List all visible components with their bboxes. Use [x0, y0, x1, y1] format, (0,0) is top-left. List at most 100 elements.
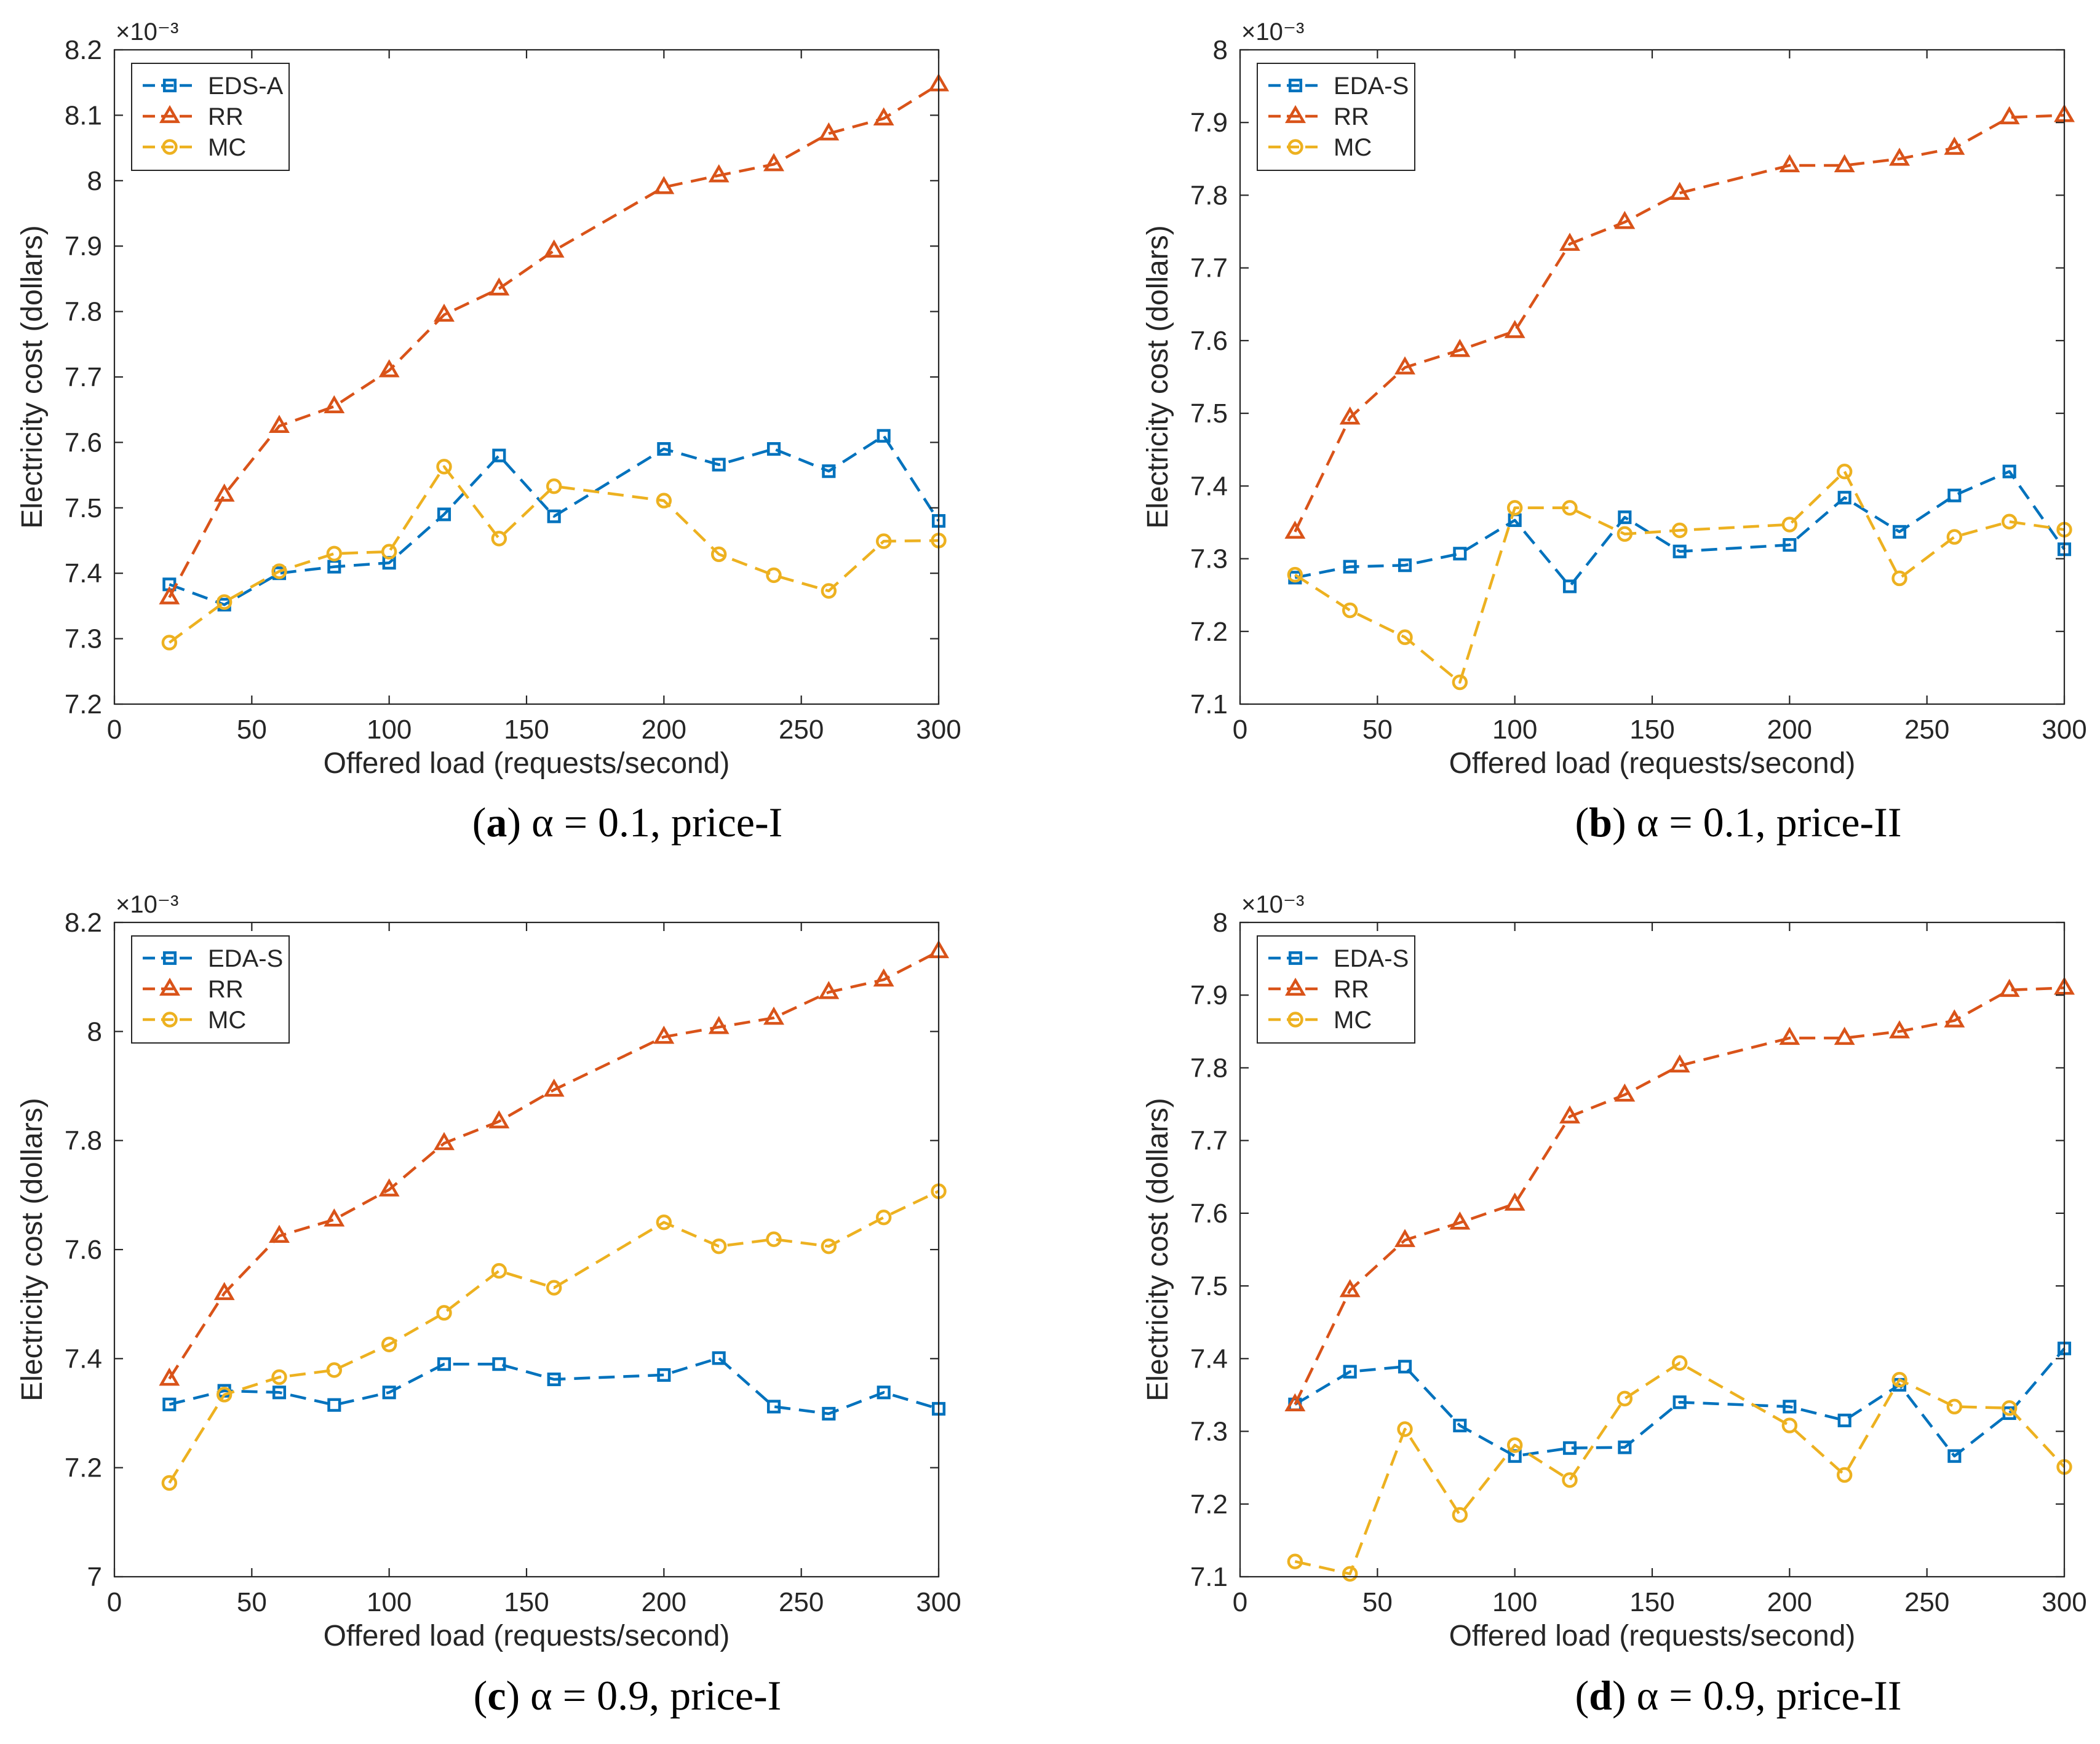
data-point-mc-20 — [1287, 1553, 1303, 1569]
caption-paren-open: ( — [1575, 1672, 1589, 1719]
x-tick-label: 300 — [916, 1587, 961, 1617]
legend-label-eda-s: EDA-S — [1334, 945, 1409, 972]
legend-marker-mc — [1287, 139, 1303, 155]
data-point-eda-s-160 — [547, 1372, 561, 1387]
data-point-mc-40 — [1342, 602, 1358, 619]
x-tick-label: 50 — [237, 1587, 267, 1617]
legend-marker-eda-s — [1288, 951, 1303, 965]
legend: EDA-S RR MC — [1257, 63, 1415, 171]
y-tick-label: 7.5 — [65, 493, 102, 523]
legend-marker-eda-s — [1288, 78, 1303, 93]
data-point-mc-220 — [1836, 1467, 1853, 1483]
data-point-eds-a-120 — [437, 507, 451, 521]
chart-panel-c: 0 50 100 150 200 250 300 7 7.2 7.4 7.6 7.8 8 8.2 ×10⁻³… — [16, 891, 961, 1719]
data-point-eda-s-240 — [1892, 525, 1907, 539]
series-mc — [1287, 1355, 2072, 1582]
caption-text: α = 0.9, price-II — [1626, 1672, 1902, 1719]
series-line-mc — [1294, 1362, 2066, 1576]
y-tick-label: 8.2 — [65, 908, 102, 938]
data-point-rr-220 — [1834, 154, 1855, 173]
data-point-eda-s-100 — [382, 1385, 396, 1400]
series-mc — [161, 459, 947, 651]
x-tick-label: 200 — [642, 1587, 686, 1617]
data-point-eda-s-240 — [766, 1400, 781, 1414]
legend: EDS-A RR MC — [131, 63, 290, 171]
x-axis-label: Offered load (requests/second) — [324, 1620, 730, 1652]
data-point-mc-20 — [1287, 566, 1303, 583]
series-line-rr — [1294, 986, 2065, 1405]
y-axis-label: Electricity cost (dollars) — [1142, 225, 1174, 528]
x-tick-label: 150 — [504, 1587, 549, 1617]
legend-marker-eds-a — [162, 78, 177, 93]
data-point-eda-s-200 — [1783, 1400, 1797, 1414]
legend-label-eda-s: EDA-S — [208, 945, 283, 972]
caption-paren-close: ) — [1612, 799, 1626, 846]
data-point-mc-240 — [766, 1231, 782, 1247]
series-mc — [1287, 463, 2072, 691]
data-point-eda-s-220 — [712, 1351, 726, 1365]
data-point-eda-s-160 — [1672, 1395, 1687, 1409]
caption-paren-close: ) — [1612, 1672, 1626, 1719]
legend-box — [1257, 935, 1415, 1044]
data-point-mc-100 — [1506, 500, 1523, 516]
legend-label-mc: MC — [208, 134, 246, 161]
caption-paren-close: ) — [506, 1672, 520, 1719]
legend-label-rr: RR — [208, 103, 244, 130]
y-tick-label: 7.8 — [1190, 1053, 1228, 1083]
y-tick-label: 8.1 — [65, 100, 102, 130]
y-tick-label: 8 — [1213, 908, 1228, 938]
legend-marker-mc — [1287, 1012, 1303, 1028]
legend-label-eds-a: EDS-A — [208, 73, 284, 100]
y-tick-label: 7.7 — [65, 362, 102, 392]
data-point-eda-s-140 — [492, 1357, 506, 1371]
data-point-rr-160 — [1669, 181, 1690, 200]
data-point-rr-240 — [1889, 1020, 1910, 1039]
axis-exponent-label: ×10⁻³ — [1241, 891, 1304, 918]
data-point-rr-20 — [159, 1367, 180, 1386]
legend-marker-rr — [159, 105, 181, 124]
legend-label-mc: MC — [208, 1007, 246, 1034]
data-point-rr-60 — [269, 1224, 290, 1243]
data-point-eda-s-20 — [162, 1397, 177, 1411]
x-axis-label: Offered load (requests/second) — [324, 747, 730, 780]
data-point-mc-120 — [1562, 500, 1578, 516]
axis-exponent-label: ×10⁻³ — [116, 18, 178, 46]
series-eda-s — [1288, 464, 2072, 593]
series-line-eda-s — [1294, 470, 2066, 588]
y-tick-label: 7.2 — [65, 689, 102, 719]
x-tick-label: 0 — [107, 715, 122, 745]
data-point-rr-100 — [378, 359, 400, 378]
data-point-mc-220 — [710, 546, 727, 563]
data-point-rr-40 — [213, 483, 235, 502]
data-point-mc-240 — [1891, 1371, 1907, 1388]
data-point-rr-240 — [763, 1006, 784, 1025]
series-line-mc — [168, 465, 939, 644]
data-point-mc-120 — [436, 1305, 452, 1321]
y-tick-label: 7.2 — [65, 1453, 102, 1483]
x-tick-label: 150 — [1629, 1587, 1674, 1617]
data-point-mc-40 — [1342, 1566, 1358, 1582]
series-rr — [1284, 104, 2075, 539]
data-point-mc-140 — [491, 531, 507, 547]
y-tick-label: 7.5 — [1190, 398, 1228, 429]
data-point-eda-s-80 — [1453, 547, 1467, 561]
chart-panel-b: 0 50 100 150 200 250 300 7.1 7.2 7.3 7.4 7.5 7.6 7.7 7… — [1142, 18, 2087, 846]
y-tick-label: 7.8 — [65, 1126, 102, 1156]
data-point-rr-280 — [1999, 106, 2020, 125]
x-tick-label: 50 — [237, 715, 267, 745]
chart-panel-d: 0 50 100 150 200 250 300 7.1 7.2 7.3 7.4 7.5 7.6 7.7 7… — [1142, 891, 2087, 1719]
data-point-eds-a-140 — [492, 448, 506, 462]
data-point-rr-160 — [1669, 1054, 1690, 1073]
y-tick-label: 8 — [87, 166, 102, 196]
data-point-rr-20 — [159, 586, 180, 604]
y-tick-label: 7.3 — [1190, 1417, 1228, 1447]
data-point-eda-s-120 — [1562, 579, 1577, 593]
data-point-rr-260 — [1944, 137, 1965, 155]
data-point-mc-120 — [436, 459, 452, 475]
legend-label-mc: MC — [1334, 134, 1372, 161]
y-tick-label: 7.2 — [1190, 617, 1228, 647]
y-tick-label: 7.8 — [65, 297, 102, 327]
data-point-mc-240 — [1891, 570, 1907, 587]
data-point-rr-100 — [1504, 1192, 1525, 1211]
